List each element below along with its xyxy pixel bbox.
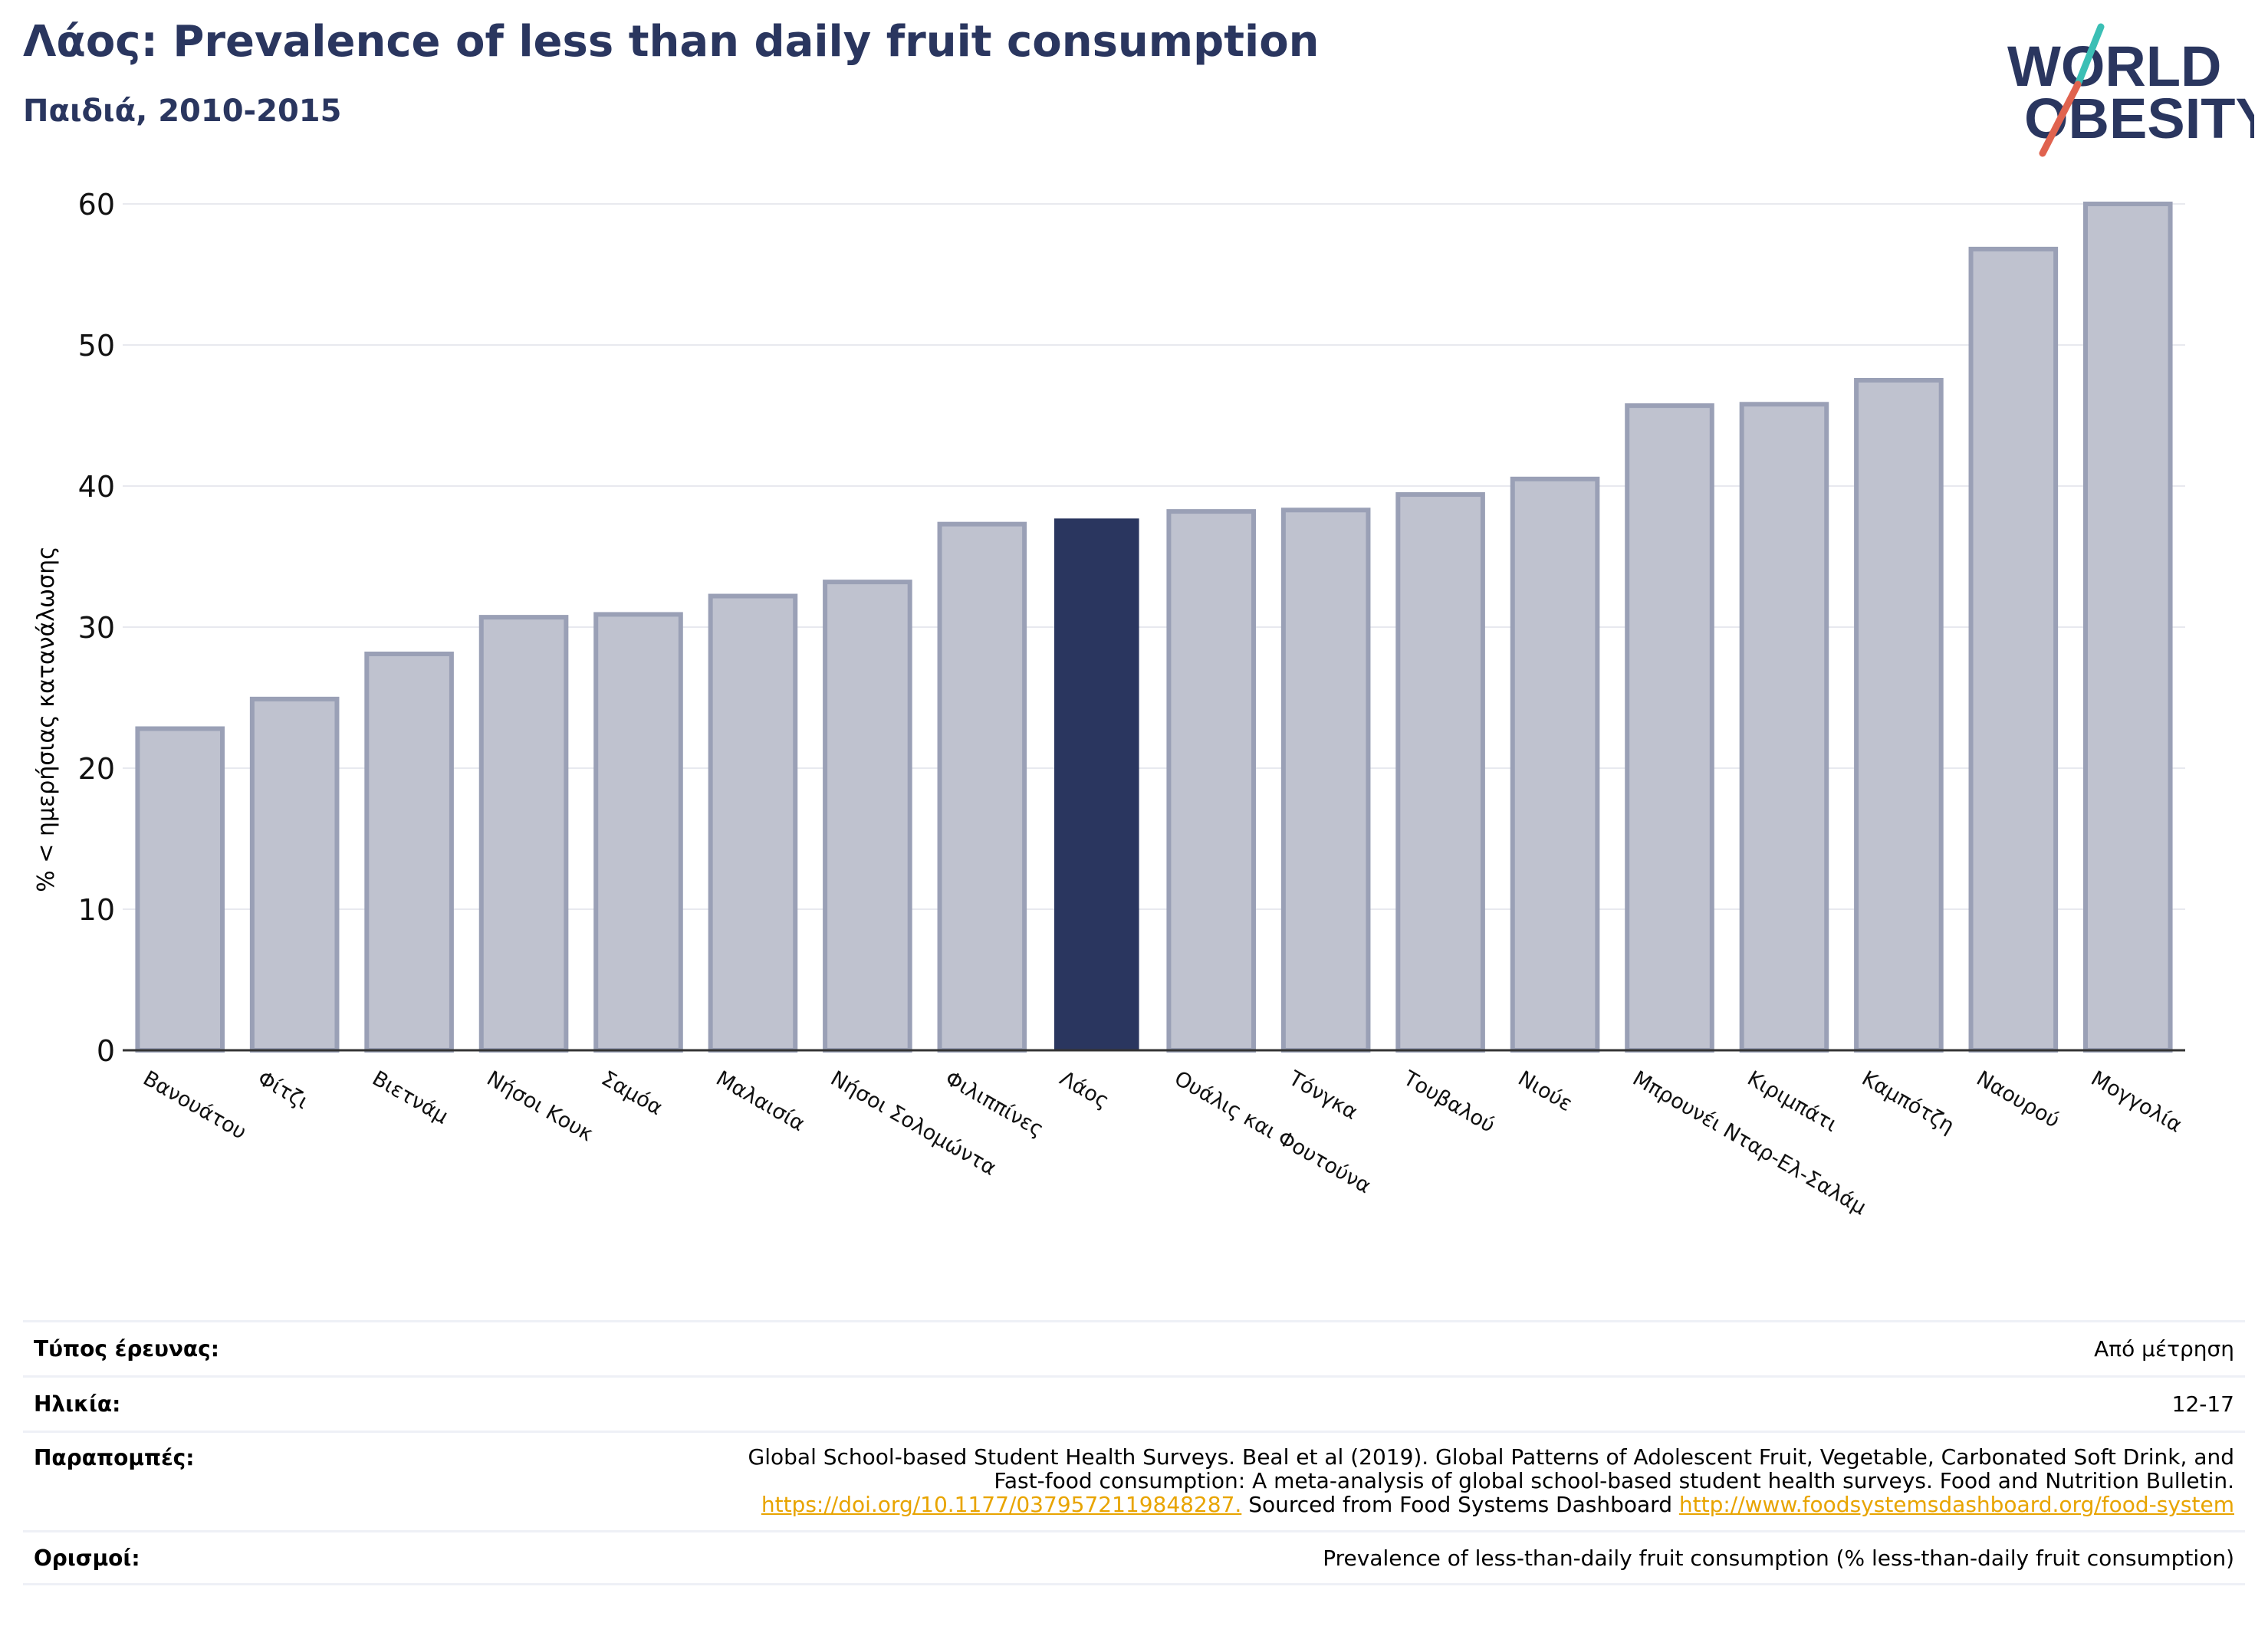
bar xyxy=(478,615,569,1053)
references-label: Παραπομπές: xyxy=(34,1445,195,1470)
bar xyxy=(1280,508,1371,1053)
y-tick-label: 40 xyxy=(78,470,115,504)
bar xyxy=(1854,378,1944,1053)
definitions-value: Prevalence of less-than-daily fruit cons… xyxy=(1323,1545,2234,1571)
bar xyxy=(1968,246,2059,1053)
bar xyxy=(1510,476,1600,1053)
y-tick-label: 0 xyxy=(97,1034,115,1068)
bar xyxy=(823,580,912,1053)
bar xyxy=(249,696,340,1053)
bar xyxy=(2082,202,2173,1053)
x-tick-label: Λάος xyxy=(1056,1066,1113,1113)
bar xyxy=(593,612,683,1053)
x-tick-label: Ουάλις και Φουτούνα xyxy=(1170,1066,1375,1198)
info-row-references: Παραπομπές: Global School-based Student … xyxy=(23,1431,2245,1530)
bar xyxy=(708,593,798,1053)
x-tick-label: Σαμόα xyxy=(597,1066,666,1120)
y-tick-label: 50 xyxy=(78,329,115,363)
x-tick-label: Νήσοι Κουκ xyxy=(483,1066,597,1146)
bar xyxy=(135,726,225,1053)
references-line1: Global School-based Student Health Surve… xyxy=(748,1444,2234,1470)
page-title: Λάος: Prevalence of less than daily frui… xyxy=(23,17,1320,67)
y-tick-label: 20 xyxy=(78,752,115,786)
bar xyxy=(937,521,1027,1053)
info-row-definitions: Ορισμοί: Prevalence of less-than-daily f… xyxy=(23,1530,2245,1585)
x-tick-label: Καμπότζη xyxy=(1858,1066,1958,1138)
doi-link[interactable]: https://doi.org/10.1177/0379572119848287… xyxy=(761,1492,1242,1517)
x-tick-label: Φιλιππίνες xyxy=(941,1066,1047,1141)
x-tick-label: Ναουρού xyxy=(1972,1066,2063,1133)
bars xyxy=(135,202,2173,1053)
x-tick-label: Μογγολία xyxy=(2087,1066,2186,1137)
x-axis-ticks: Βανουάτου Φίτζι Βιετνάμ Νήσοι Κουκ Σαμόα Μαλα… xyxy=(139,1066,2186,1220)
bar xyxy=(1395,492,1485,1053)
x-tick-label: Κιριμπάτι xyxy=(1743,1066,1841,1137)
logo-slash-teal-icon xyxy=(2074,23,2105,88)
x-tick-label: Τουβαλού xyxy=(1399,1066,1499,1138)
survey-type-value: Από μέτρηση xyxy=(2094,1336,2234,1362)
bar xyxy=(1625,403,1714,1053)
bar-chart: 0 10 20 30 40 50 60 Βανουάτου Φίτζι Βιετνάμ Νήσοι… xyxy=(33,188,2186,1220)
bar xyxy=(1739,402,1829,1053)
age-label: Ηλικία: xyxy=(34,1391,121,1417)
logo-slash-red-icon xyxy=(2039,80,2082,157)
y-axis-ticks: 0 10 20 30 40 50 60 xyxy=(78,188,115,1068)
info-row-age: Ηλικία: 12-17 xyxy=(23,1375,2245,1431)
x-tick-label: Τόνγκα xyxy=(1284,1066,1362,1125)
bar xyxy=(1053,518,1139,1050)
food-systems-link[interactable]: http://www.foodsystemsdashboard.org/food… xyxy=(1678,1492,2234,1517)
bar xyxy=(364,651,454,1053)
x-tick-label: Μαλαισία xyxy=(712,1066,808,1136)
x-tick-label: Βανουάτου xyxy=(139,1066,250,1145)
x-tick-label: Νιούε xyxy=(1514,1066,1576,1116)
logo-line1: WORLD xyxy=(2007,34,2222,98)
y-axis-label: % < ημερήσιας κατανάλωσης xyxy=(33,546,60,892)
age-value: 12-17 xyxy=(2171,1391,2234,1417)
x-tick-label: Βιετνάμ xyxy=(368,1066,452,1128)
world-obesity-logo: WORLD OBESITY xyxy=(2007,23,2254,157)
references-mid: Sourced from Food Systems Dashboard xyxy=(1241,1492,1679,1517)
survey-type-label: Τύπος έρευνας: xyxy=(34,1336,219,1362)
y-tick-label: 30 xyxy=(78,611,115,645)
y-tick-label: 60 xyxy=(78,188,115,222)
references-line3: https://doi.org/10.1177/0379572119848287… xyxy=(748,1493,2234,1516)
info-row-survey-type: Τύπος έρευνας: Από μέτρηση xyxy=(23,1320,2245,1375)
definitions-label: Ορισμοί: xyxy=(34,1545,140,1571)
x-tick-label: Φίτζι xyxy=(254,1066,313,1114)
references-value: Global School-based Student Health Surve… xyxy=(748,1445,2234,1516)
page-subtitle: Παιδιά, 2010-2015 xyxy=(23,94,342,129)
y-tick-label: 10 xyxy=(78,893,115,927)
info-table: Τύπος έρευνας: Από μέτρηση Ηλικία: 12-17… xyxy=(23,1320,2245,1585)
references-line2: Fast-food consumption: A meta-analysis o… xyxy=(994,1468,2234,1493)
bar xyxy=(1166,509,1257,1053)
